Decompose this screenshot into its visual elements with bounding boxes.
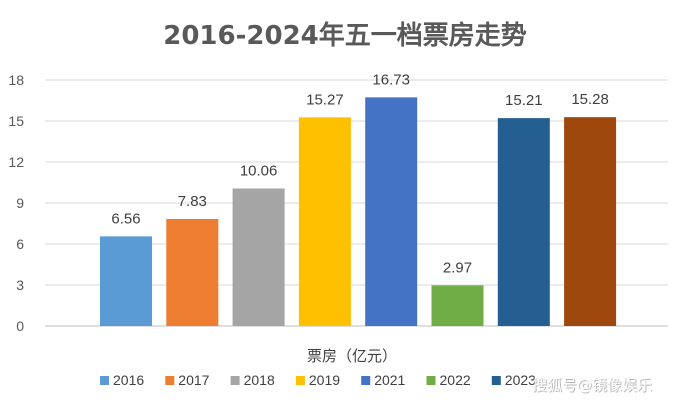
data-labels: 6.56 7.83 10.06 15.27 16.73 2.97 15.21 15.28 bbox=[111, 71, 608, 276]
y-tick-label: 0 bbox=[16, 318, 24, 334]
y-axis-ticks: 0 3 6 9 12 15 18 bbox=[8, 72, 24, 334]
y-tick-label: 3 bbox=[16, 277, 24, 293]
legend-label-2021: 2021 bbox=[374, 372, 405, 388]
legend-swatch-2019 bbox=[295, 376, 305, 385]
bar-2023 bbox=[497, 118, 550, 326]
watermark-shadow: 搜狐号@镜像娱乐 bbox=[533, 377, 653, 395]
legend-label-2022: 2022 bbox=[440, 372, 471, 388]
watermark-text: 搜狐号@镜像娱乐 bbox=[532, 376, 652, 394]
legend-label-2017: 2017 bbox=[178, 372, 209, 388]
data-label-2023: 15.21 bbox=[505, 92, 543, 109]
bars bbox=[100, 97, 617, 327]
y-tick-label: 12 bbox=[8, 154, 24, 170]
legend-swatch-2018 bbox=[230, 376, 240, 385]
legend-label-2016: 2016 bbox=[113, 372, 144, 388]
bar-2022 bbox=[431, 285, 484, 326]
data-label-2021: 16.73 bbox=[372, 71, 410, 88]
data-label-2019: 15.27 bbox=[306, 91, 344, 108]
data-label-2024: 15.28 bbox=[571, 91, 609, 108]
legend: 2016 2017 2018 2019 2021 2022 2023 bbox=[100, 372, 536, 388]
y-tick-label: 6 bbox=[16, 236, 24, 252]
chart-title: 2016-2024年五一档票房走势 bbox=[163, 20, 527, 51]
legend-label-2019: 2019 bbox=[309, 372, 340, 388]
y-tick-label: 9 bbox=[16, 195, 24, 211]
bar-2021 bbox=[365, 97, 418, 327]
bar-2024 bbox=[564, 117, 617, 326]
legend-swatch-2016 bbox=[100, 376, 109, 385]
legend-label-2018: 2018 bbox=[244, 372, 275, 388]
watermark: 搜狐号@镜像娱乐 搜狐号@镜像娱乐 bbox=[532, 376, 653, 395]
data-label-2022: 2.97 bbox=[443, 259, 472, 276]
legend-swatch-2022 bbox=[426, 376, 436, 385]
legend-swatch-2021 bbox=[361, 376, 371, 385]
legend-swatch-2017 bbox=[165, 376, 175, 385]
data-label-2016: 6.56 bbox=[111, 210, 140, 227]
bar-2019 bbox=[298, 117, 351, 326]
legend-label-2023: 2023 bbox=[505, 372, 536, 388]
y-tick-label: 15 bbox=[8, 113, 24, 129]
x-axis-label: 票房（亿元） bbox=[307, 347, 397, 365]
y-tick-label: 18 bbox=[8, 72, 24, 88]
bar-2018 bbox=[232, 188, 285, 326]
data-label-2018: 10.06 bbox=[240, 163, 278, 180]
data-label-2017: 7.83 bbox=[178, 193, 207, 210]
legend-swatch-2023 bbox=[491, 376, 501, 385]
bar-2017 bbox=[166, 218, 219, 326]
bar-2016 bbox=[100, 236, 152, 326]
